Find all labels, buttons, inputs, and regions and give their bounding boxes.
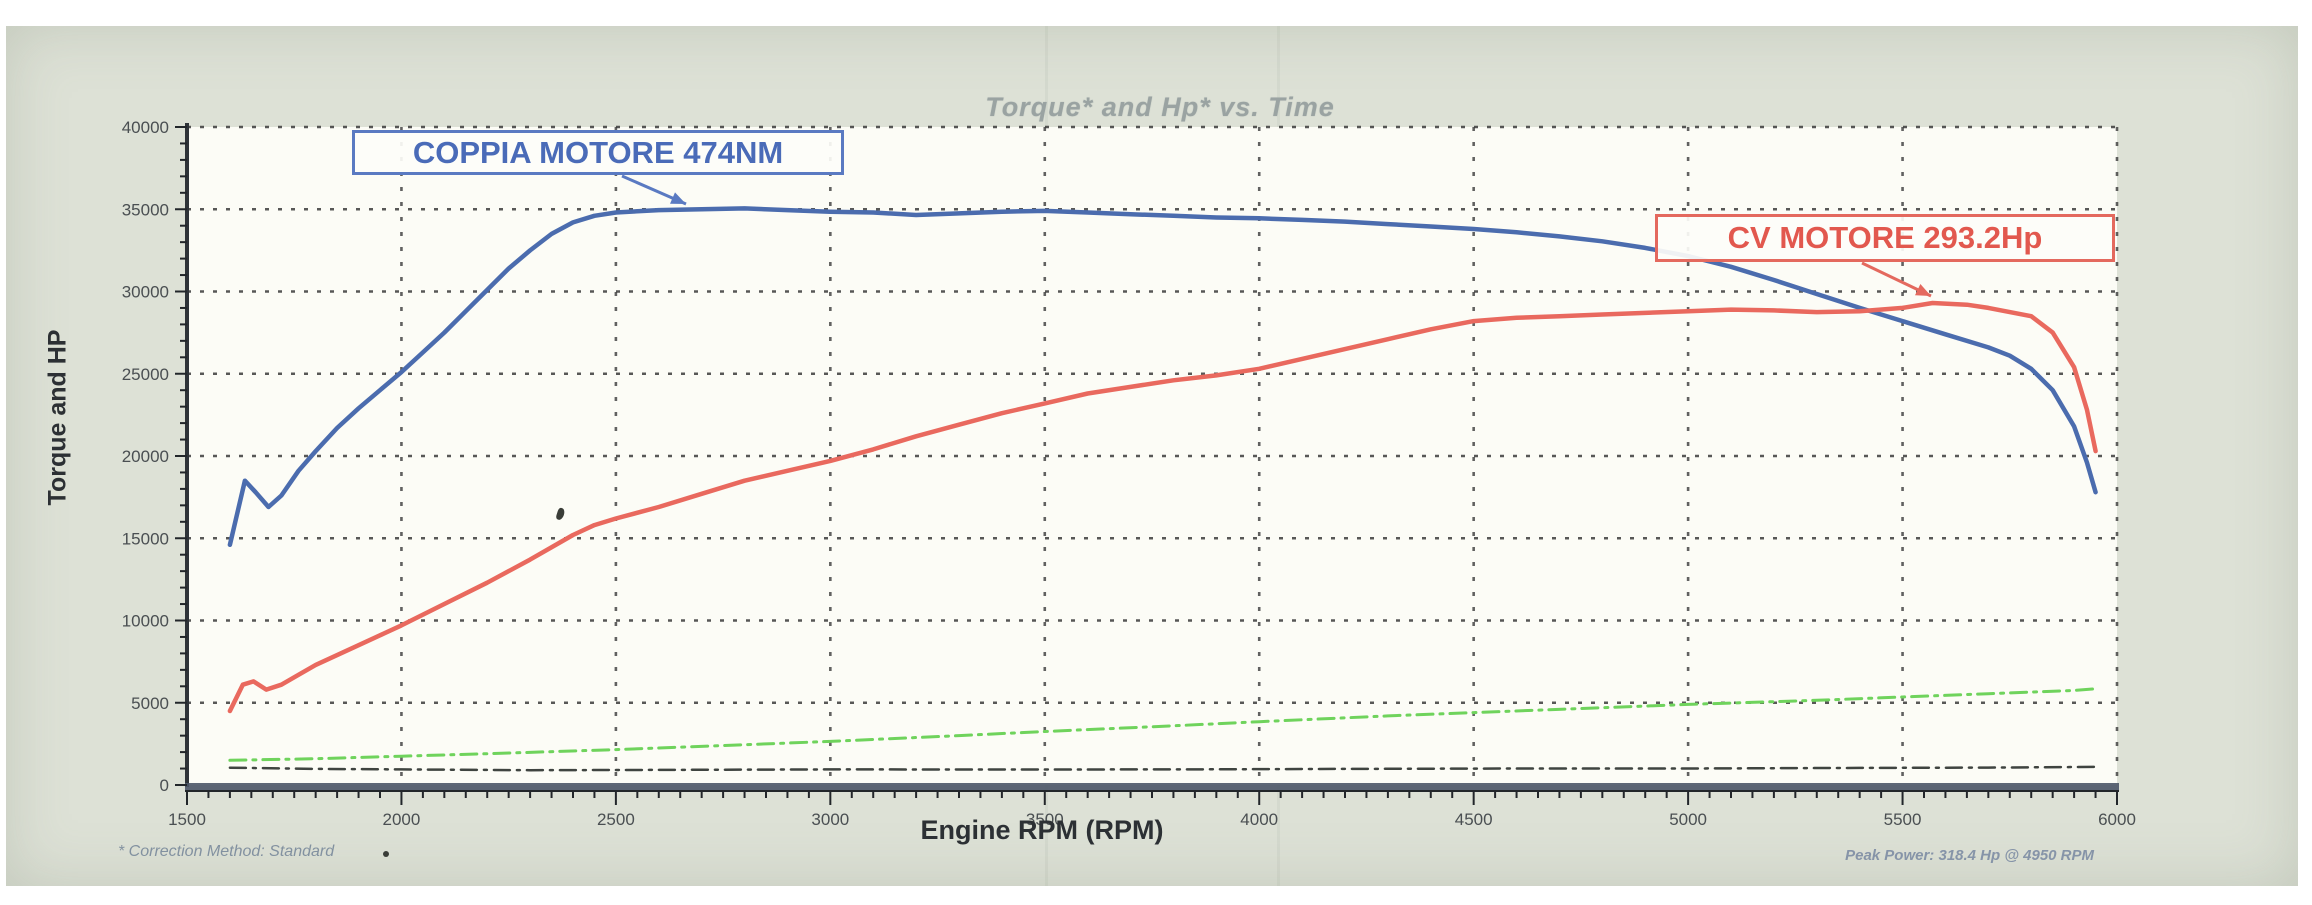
y-tick-label: 20000 (122, 447, 169, 466)
series-torque-coppia-motore (227, 206, 2098, 548)
y-tick-label: 30000 (122, 283, 169, 302)
power-label-arrow-head (1915, 284, 1931, 296)
x-tick-label: 1500 (168, 810, 206, 829)
torque-series-label: COPPIA MOTORE 474NM (352, 130, 844, 175)
x-tick-label: 2500 (597, 810, 635, 829)
x-axis-label: Engine RPM (RPM) (920, 815, 1164, 845)
y-tick-label: 10000 (122, 612, 169, 631)
x-tick-label: 2000 (383, 810, 421, 829)
y-tick-label: 40000 (122, 118, 169, 137)
tick-marks (175, 126, 2118, 805)
y-tick-label: 35000 (122, 200, 169, 219)
x-tick-label: 5000 (1669, 810, 1707, 829)
torque-label-arrow-head (670, 192, 686, 204)
x-tick-label: 5500 (1884, 810, 1922, 829)
x-tick-label: 3500 (1026, 810, 1064, 829)
x-tick-label: 4000 (1240, 810, 1278, 829)
x-tick-label: 4500 (1455, 810, 1493, 829)
y-axis-label: Torque and HP (43, 329, 72, 506)
chart-title: Torque* and Hp* vs. Time (985, 92, 1335, 122)
power-series-label: CV MOTORE 293.2Hp (1655, 214, 2115, 262)
peak-power-footnote: Peak Power: 318.4 Hp @ 4950 RPM (1845, 847, 2094, 864)
ink-dot-artifact (383, 851, 389, 857)
series-dark-trace (228, 765, 2097, 772)
x-tick-label: 6000 (2098, 810, 2136, 829)
x-axis-line (185, 783, 2119, 790)
y-tick-label: 0 (160, 776, 169, 795)
x-tick-label: 3000 (811, 810, 849, 829)
series-power-cv-motore (227, 300, 2098, 714)
y-tick-label: 15000 (122, 529, 169, 548)
y-tick-label: 25000 (122, 365, 169, 384)
y-tick-label: 5000 (131, 694, 169, 713)
correction-method-footnote: * Correction Method: Standard (118, 843, 335, 860)
series-green-trace (228, 687, 2098, 762)
